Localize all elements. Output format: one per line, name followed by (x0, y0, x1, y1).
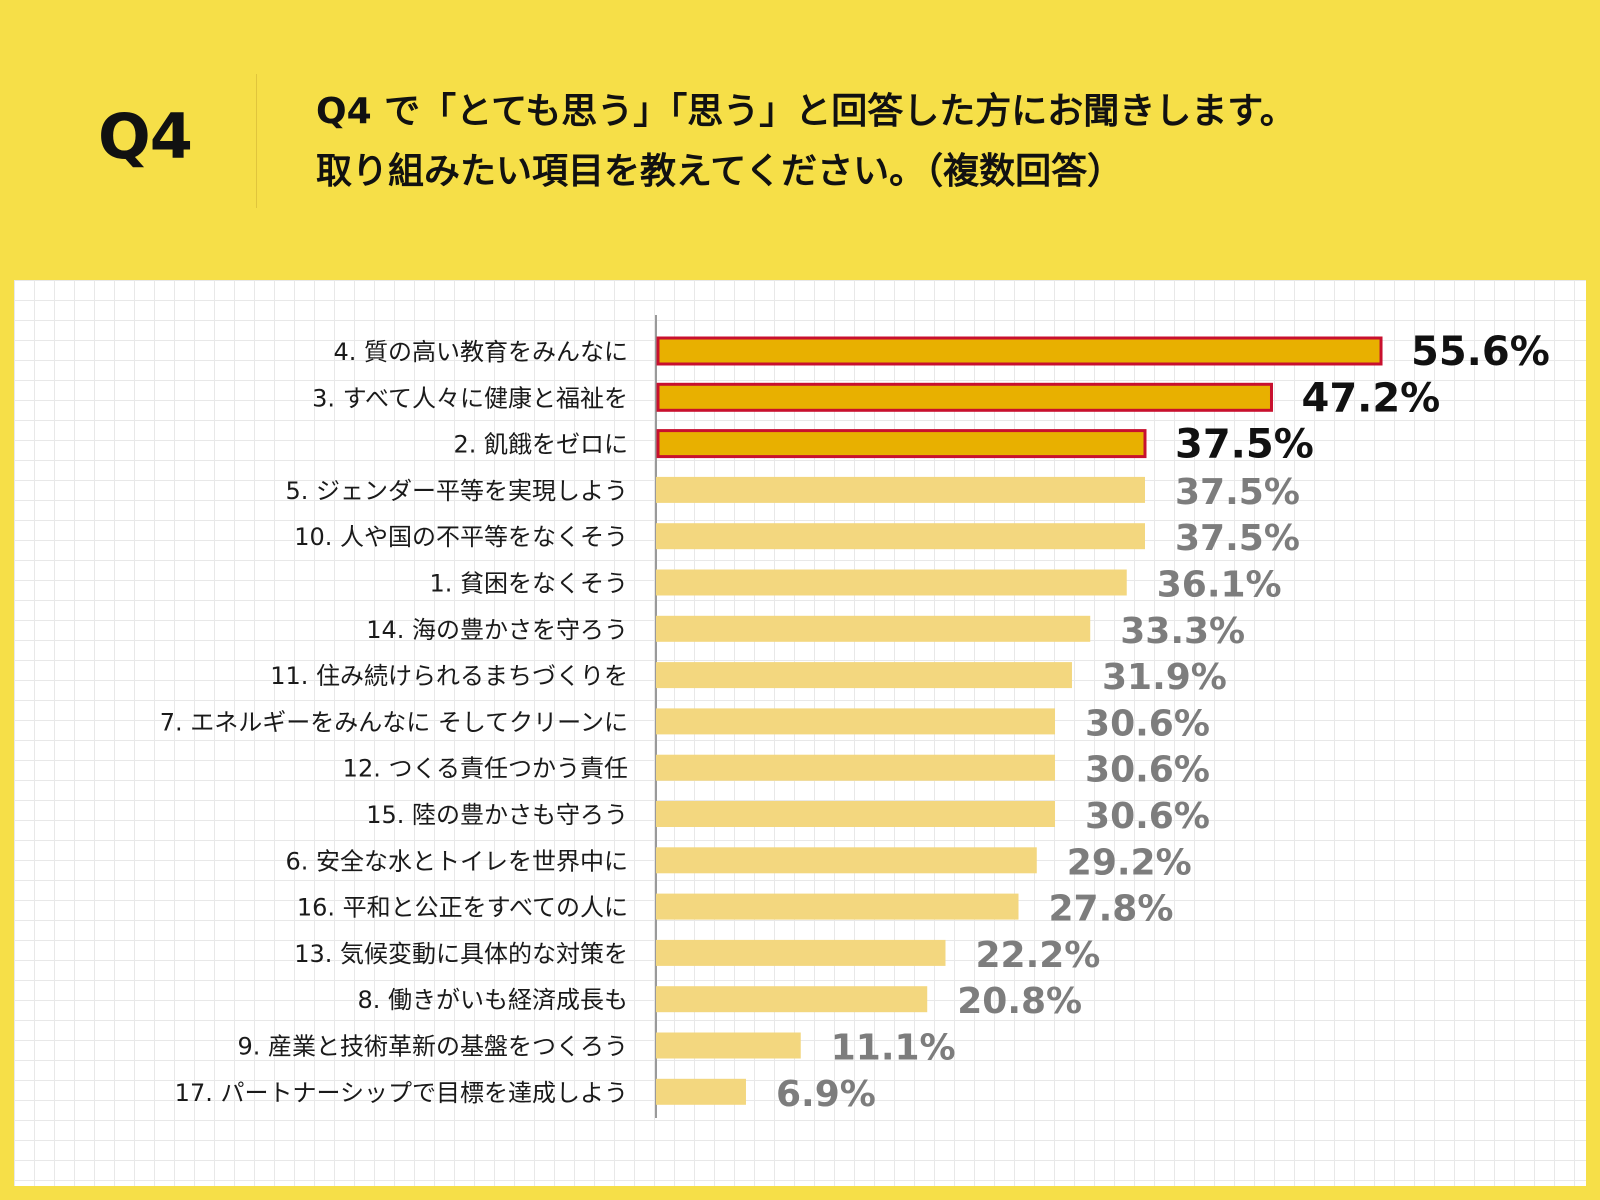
bar (656, 523, 1145, 550)
question-text: Q4 で「とても思う」「思う」と回答した方にお聞きします。 取り組みたい項目を教… (316, 82, 1566, 202)
value-label: 29.2% (1067, 842, 1192, 883)
category-label: 12. つくる責任つかう責任 (343, 755, 628, 783)
highlighted-bar (656, 429, 1147, 459)
category-label: 4. 質の高い教育をみんなに (333, 338, 628, 366)
value-label: 37.5% (1175, 472, 1300, 513)
value-label: 37.5% (1175, 422, 1314, 468)
category-label: 5. ジェンダー平等を実現しよう (285, 477, 628, 505)
category-label: 6. 安全な水とトイレを世界中に (285, 847, 628, 875)
value-label: 30.6% (1085, 796, 1210, 837)
bar (656, 847, 1037, 874)
chart-panel: 4. 質の高い教育をみんなに 55.6% 3. すべて人々に健康と福祉を 47.2% 2… (14, 280, 1586, 1186)
highlighted-bar (656, 382, 1273, 412)
value-label: 30.6% (1085, 703, 1210, 744)
bar (656, 939, 946, 966)
bar (656, 662, 1072, 689)
bar (656, 476, 1145, 503)
value-label: 31.9% (1102, 657, 1227, 698)
value-label: 11.1% (831, 1028, 956, 1069)
value-label: 27.8% (1049, 889, 1174, 930)
category-label: 2. 飢餓をゼロに (453, 431, 628, 459)
category-label: 13. 気候変動に具体的な対策を (294, 940, 628, 968)
bar-chart: 4. 質の高い教育をみんなに 55.6% 3. すべて人々に健康と福祉を 47.2% 2… (160, 315, 1550, 1118)
highlighted-bar (656, 336, 1383, 366)
bar (656, 754, 1056, 781)
value-label: 47.2% (1301, 375, 1440, 421)
value-label: 22.2% (975, 935, 1100, 976)
value-label: 33.3% (1120, 611, 1245, 652)
value-label: 6.9% (776, 1074, 876, 1115)
category-label: 7. エネルギーをみんなに そしてクリーンに (160, 708, 628, 736)
category-label: 8. 働きがいも経済成長も (357, 986, 628, 1014)
bar (656, 569, 1127, 596)
question-line-2: 取り組みたい項目を教えてください。（複数回答） (316, 151, 1124, 192)
category-label: 9. 産業と技術革新の基盤をつくろう (237, 1033, 628, 1061)
category-label: 10. 人や国の不平等をなくそう (294, 523, 628, 551)
bar (656, 1032, 801, 1059)
category-label: 3. すべて人々に健康と福祉を (312, 384, 628, 412)
value-label: 55.6% (1411, 329, 1550, 375)
category-label: 15. 陸の豊かさも守ろう (366, 801, 628, 829)
category-label: 1. 貧困をなくそう (429, 570, 628, 598)
value-label: 37.5% (1175, 518, 1300, 559)
bar (656, 986, 928, 1013)
header-divider (256, 74, 257, 208)
bar (656, 708, 1056, 735)
category-label: 11. 住み続けられるまちづくりを (270, 662, 628, 690)
category-label: 17. パートナーシップで目標を達成しよう (175, 1079, 628, 1107)
question-line-1: Q4 で「とても思う」「思う」と回答した方にお聞きします。 (316, 91, 1296, 132)
category-label: 14. 海の豊かさを守ろう (366, 616, 628, 644)
value-label: 20.8% (957, 981, 1082, 1022)
bar (656, 1078, 746, 1105)
bar (656, 615, 1091, 642)
category-label: 16. 平和と公正をすべての人に (297, 894, 628, 922)
bar (656, 893, 1019, 920)
bar (656, 801, 1056, 827)
value-label: 36.1% (1157, 565, 1282, 606)
value-label: 30.6% (1085, 750, 1210, 791)
question-number: Q4 (98, 100, 193, 173)
question-header: Q4 Q4 で「とても思う」「思う」と回答した方にお聞きします。 取り組みたい項… (0, 0, 1600, 280)
